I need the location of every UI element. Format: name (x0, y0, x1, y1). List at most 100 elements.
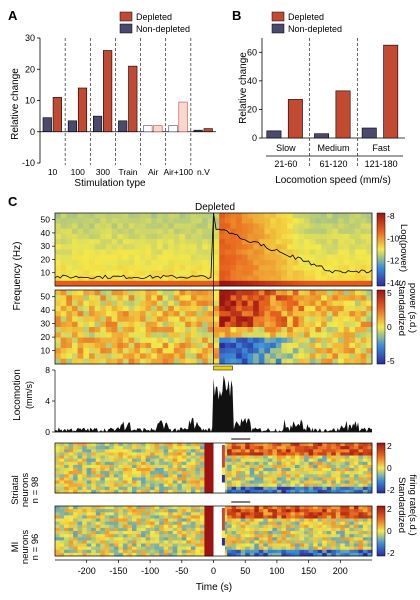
heatmap-cell (179, 280, 186, 287)
heatmap-cell (105, 342, 112, 349)
heatmap-cell (335, 549, 341, 554)
heatmap-cell (132, 537, 137, 541)
heatmap-cell (247, 342, 254, 349)
heatmap-cell (236, 489, 241, 494)
heatmap-cell (145, 327, 152, 333)
heatmap-cell (299, 474, 305, 478)
heatmap-cell (332, 239, 339, 245)
heatmap-cell (340, 549, 346, 554)
heatmap-cell (222, 540, 228, 544)
heatmap-cell (100, 489, 106, 494)
heatmap-cell (68, 515, 74, 519)
bar-depleted (52, 97, 62, 133)
heatmap-cell (104, 471, 110, 475)
heatmap-cell (100, 228, 107, 235)
heatmap-cell (195, 518, 201, 522)
heatmap-cell (139, 295, 146, 301)
heatmap-cell (315, 300, 322, 307)
heatmap-cell (190, 311, 197, 317)
heatmap-cell (295, 483, 300, 488)
heatmap-cell (156, 358, 163, 365)
heatmap-cell (275, 213, 282, 219)
heatmap-cell (287, 228, 294, 235)
heatmap-cell (236, 537, 241, 541)
heatmap-cell (219, 213, 226, 219)
heatmap-cell (272, 489, 278, 494)
heatmap-cell (343, 265, 350, 271)
heatmap-cell (77, 455, 83, 459)
heatmap-cell (270, 305, 277, 312)
heatmap-cell (117, 233, 124, 240)
heatmap-cell (209, 455, 214, 459)
heatmap-cell (59, 446, 65, 450)
heatmap-cell (77, 233, 84, 240)
heatmap-cell (321, 321, 328, 328)
heatmap-cell (68, 449, 74, 453)
heatmap-cell (241, 290, 248, 296)
heatmap-cell (55, 509, 60, 513)
heatmap-cell (281, 270, 288, 276)
heatmap-cell (270, 358, 277, 365)
heatmap-cell (308, 480, 314, 484)
heatmap-cell (151, 239, 158, 245)
heatmap-cell (199, 546, 205, 551)
heatmap-cell (72, 348, 79, 354)
heatmap-cell (185, 249, 192, 256)
heatmap-cell (64, 540, 69, 544)
heatmap-cell (185, 218, 192, 224)
heatmap-cell (150, 468, 155, 472)
heatmap-cell (117, 342, 124, 349)
heatmap-cell (179, 348, 186, 354)
heatmap-cell (199, 474, 205, 478)
heatmap-cell (118, 527, 124, 532)
heatmap-cell (349, 300, 356, 307)
heatmap-cell (299, 486, 305, 491)
heatmap-cell (55, 458, 60, 463)
heatmap-cell (367, 464, 373, 469)
heatmap-cell (89, 213, 96, 219)
heatmap-cell (276, 480, 282, 484)
heatmap-cell (236, 531, 241, 535)
heatmap-cell (181, 512, 187, 516)
heatmap-cell (272, 534, 278, 538)
heatmap-cell (95, 527, 101, 532)
heatmap-cell (267, 552, 273, 557)
heatmap-cell (77, 452, 83, 456)
heatmap-cell (177, 471, 183, 475)
heatmap-cell (122, 321, 129, 328)
heatmap-cell (82, 515, 88, 519)
heatmap-cell (68, 534, 74, 538)
heatmap-cell (141, 489, 146, 494)
heatmap-cell (195, 527, 201, 532)
heatmap-cell (281, 254, 288, 261)
heatmap-cell (173, 358, 180, 365)
heatmap-cell (272, 552, 278, 557)
heatmap-cell (362, 446, 368, 450)
heatmap-cell (89, 295, 96, 301)
heatmap-cell (358, 468, 364, 472)
heatmap-cell (340, 474, 346, 478)
heatmap-cell (315, 311, 322, 317)
colorbar1-label: Log(power) (398, 224, 409, 272)
heatmap-cell (100, 337, 107, 344)
heatmap-cell (267, 477, 273, 481)
y-tick-label: -10 (22, 158, 35, 168)
panel-c: C Depleted Time (s) Frequency (Hz) Locom… (8, 194, 418, 593)
heatmap-cell (309, 239, 316, 245)
heatmap-cell (236, 295, 243, 301)
heatmap-cell (172, 480, 178, 484)
heatmap-cell (134, 275, 141, 282)
heatmap-cell (151, 358, 158, 365)
heatmap-cell (59, 543, 65, 547)
heatmap-cell (185, 332, 192, 338)
colorbar-tick-label: 5 (387, 288, 392, 298)
heatmap-cell (360, 280, 367, 287)
heatmap-cell (308, 549, 314, 554)
heatmap-cell (287, 327, 294, 333)
heatmap-cell (331, 458, 337, 463)
heatmap-cell (134, 223, 141, 229)
heatmap-cell (343, 223, 350, 229)
heatmap-cell (358, 452, 364, 456)
heatmap-cell (241, 311, 248, 317)
heatmap-cell (113, 546, 119, 551)
